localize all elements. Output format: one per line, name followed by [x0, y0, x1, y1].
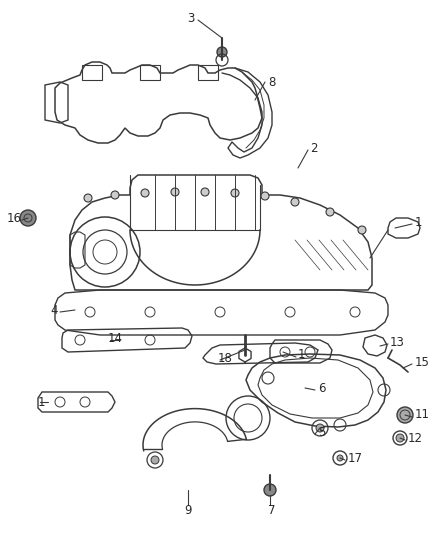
Circle shape	[396, 434, 404, 442]
Text: 3: 3	[187, 12, 195, 25]
Circle shape	[316, 424, 324, 432]
Text: 15: 15	[415, 356, 430, 368]
Text: 12: 12	[408, 432, 423, 445]
Text: 16: 16	[7, 212, 22, 224]
Text: 13: 13	[390, 335, 405, 349]
Text: 2: 2	[310, 141, 318, 155]
Text: 11: 11	[415, 408, 430, 422]
Circle shape	[397, 407, 413, 423]
Text: 1: 1	[415, 215, 423, 229]
Circle shape	[217, 47, 227, 57]
Text: 6: 6	[318, 382, 325, 394]
Circle shape	[261, 192, 269, 200]
Text: 18: 18	[218, 351, 233, 365]
Circle shape	[141, 189, 149, 197]
Circle shape	[84, 194, 92, 202]
Circle shape	[231, 189, 239, 197]
Circle shape	[358, 226, 366, 234]
Text: 4: 4	[50, 303, 58, 317]
Text: 8: 8	[268, 76, 276, 88]
Circle shape	[326, 208, 334, 216]
Circle shape	[151, 456, 159, 464]
Circle shape	[20, 210, 36, 226]
Text: 14: 14	[108, 332, 123, 344]
Circle shape	[291, 198, 299, 206]
Text: 1: 1	[298, 349, 305, 361]
Text: 17: 17	[348, 451, 363, 464]
Circle shape	[264, 484, 276, 496]
Circle shape	[171, 188, 179, 196]
Text: 5: 5	[318, 425, 325, 439]
Text: 1: 1	[38, 395, 46, 408]
Circle shape	[337, 455, 343, 461]
Text: 9: 9	[184, 504, 192, 516]
Circle shape	[111, 191, 119, 199]
Circle shape	[201, 188, 209, 196]
Text: 7: 7	[268, 504, 276, 516]
